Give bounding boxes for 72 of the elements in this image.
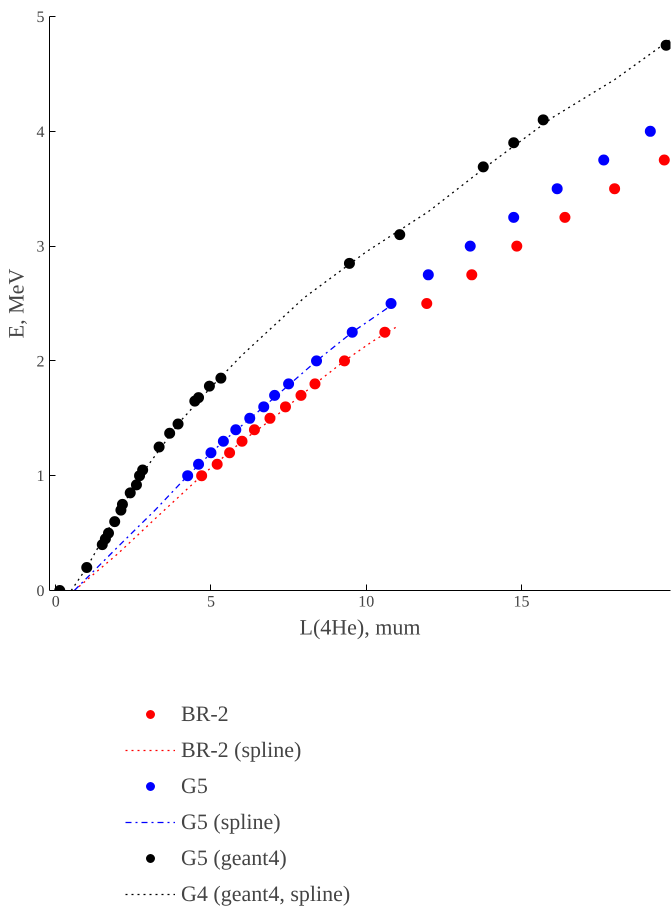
legend-label: G5 <box>181 773 208 799</box>
point <box>478 161 489 172</box>
x-tick-label: 0 <box>52 594 60 610</box>
point <box>212 458 223 470</box>
point <box>280 401 291 412</box>
point <box>309 378 320 390</box>
point <box>193 458 204 470</box>
point <box>394 229 406 240</box>
point <box>137 464 148 476</box>
point <box>609 183 620 194</box>
x-axis-title: L(4He), mum <box>300 614 420 640</box>
y-tick-label: 3 <box>36 238 44 256</box>
legend-label: BR-2 (spline) <box>181 737 302 763</box>
point <box>552 183 563 194</box>
point <box>230 424 242 436</box>
point <box>264 412 276 424</box>
point <box>559 212 570 223</box>
point <box>511 240 522 252</box>
point <box>196 470 208 482</box>
point <box>283 378 294 390</box>
legend-label: G5 (spline) <box>181 809 281 835</box>
point <box>224 447 236 458</box>
point <box>182 470 194 482</box>
point <box>644 126 656 137</box>
x-tick-label: 5 <box>206 594 215 610</box>
point <box>338 355 350 366</box>
point <box>464 240 476 252</box>
point <box>344 258 355 269</box>
point <box>215 372 226 384</box>
legend-label: G5 (geant4) <box>181 845 287 871</box>
point <box>422 269 434 280</box>
y-tick-label: 2 <box>36 353 44 370</box>
point <box>109 516 120 528</box>
point <box>124 487 136 498</box>
point <box>386 298 397 309</box>
point <box>466 269 478 280</box>
y-tick-label: 4 <box>36 124 44 141</box>
point <box>172 418 184 430</box>
point <box>296 390 307 401</box>
legend-label: G4 (geant4, spline) <box>181 881 350 907</box>
point <box>269 390 280 401</box>
point <box>660 40 670 51</box>
point <box>164 428 176 439</box>
point <box>102 528 114 539</box>
x-tick-label: 15 <box>513 594 530 610</box>
point <box>311 355 322 366</box>
point <box>598 154 610 166</box>
point <box>204 380 215 392</box>
point <box>236 436 248 447</box>
point <box>130 479 142 490</box>
point <box>258 401 270 412</box>
point <box>421 298 432 309</box>
y-tick-label: 0 <box>36 583 44 600</box>
x-tick-label: 10 <box>358 594 374 610</box>
point <box>244 412 256 424</box>
point <box>508 137 520 148</box>
point <box>193 392 204 404</box>
y-tick-label: 1 <box>36 468 44 486</box>
point <box>379 326 390 338</box>
y-tick-label: 5 <box>36 9 44 26</box>
point <box>508 212 520 223</box>
point <box>658 154 670 166</box>
point <box>346 326 358 338</box>
legend-label: BR-2 <box>181 701 229 727</box>
point <box>154 442 165 452</box>
y-axis-title: E, MeV <box>4 268 28 338</box>
point <box>81 562 92 574</box>
point <box>116 498 128 510</box>
point <box>538 114 549 126</box>
point <box>205 447 216 458</box>
point <box>248 424 260 436</box>
point <box>218 436 229 447</box>
